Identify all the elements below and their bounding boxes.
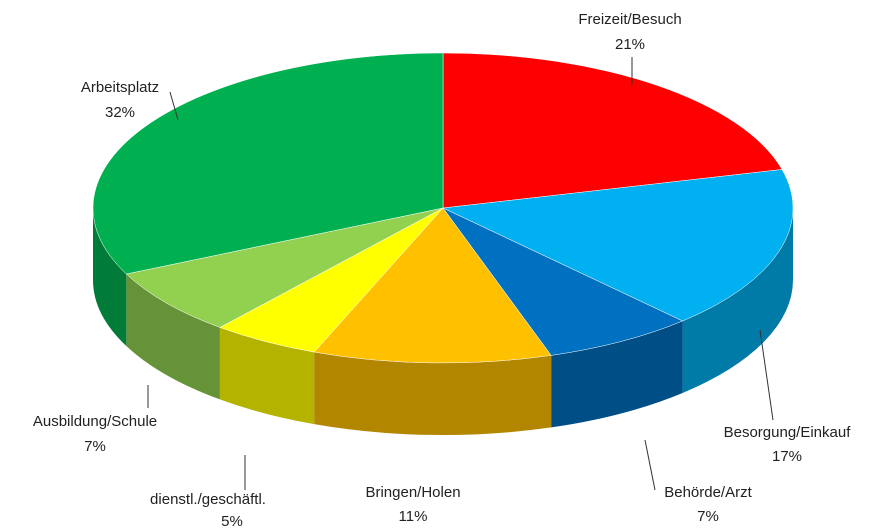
- slice-value-label: 5%: [221, 513, 243, 530]
- slice: [92, 52, 444, 275]
- slice-value-label: 7%: [84, 438, 106, 455]
- slice-label: Freizeit/Besuch: [578, 11, 681, 28]
- slice: [442, 207, 684, 356]
- slice-side: [219, 327, 315, 425]
- slice-side: [126, 273, 220, 400]
- slice-label: Bringen/Holen: [365, 484, 460, 501]
- slice: [125, 207, 444, 328]
- slice: [442, 169, 794, 322]
- slice: [313, 207, 552, 364]
- slice-value-label: 7%: [697, 508, 719, 525]
- slice-side: [551, 320, 683, 428]
- leader-line: [169, 91, 179, 121]
- slice-side: [314, 352, 552, 435]
- slice-label: Behörde/Arzt: [664, 484, 752, 501]
- slice-value-label: 32%: [105, 104, 135, 121]
- slice-value-label: 11%: [399, 508, 428, 525]
- slice-label: Ausbildung/Schule: [33, 413, 157, 430]
- leader-line: [759, 329, 774, 421]
- slice-side: [682, 208, 793, 393]
- slice: [442, 52, 783, 209]
- slice-side: [93, 208, 127, 346]
- slice-label: Arbeitsplatz: [81, 79, 159, 96]
- leader-line: [644, 439, 656, 491]
- slice-label: dienstl./geschäftl.: [150, 491, 266, 508]
- slice-label: Besorgung/Einkauf: [724, 424, 852, 441]
- slice-value-label: 21%: [615, 36, 645, 53]
- slice-value-label: 17%: [772, 448, 802, 465]
